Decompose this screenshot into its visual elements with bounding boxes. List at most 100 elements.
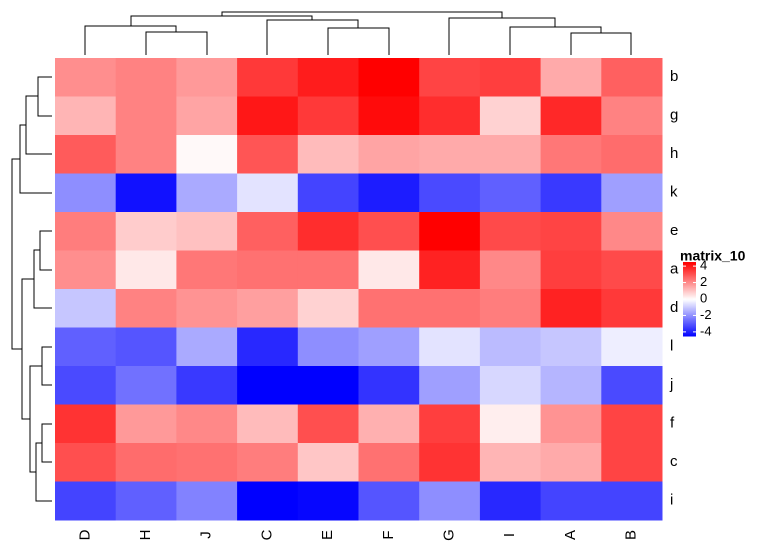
- cell: [55, 58, 117, 97]
- cell: [176, 173, 238, 213]
- cell: [358, 250, 420, 290]
- cell: [419, 366, 481, 405]
- cell: [479, 96, 542, 136]
- colorbar-segment: [683, 282, 696, 285]
- row-label: e: [670, 222, 678, 239]
- colorbar-segment: [683, 265, 696, 268]
- cell: [176, 289, 238, 328]
- cell: [176, 212, 238, 251]
- cell: [55, 173, 117, 213]
- cell: [176, 250, 238, 290]
- cell: [540, 135, 602, 174]
- cell: [237, 212, 299, 251]
- colorbar-segment: [683, 271, 696, 274]
- row-dendrogram: [11, 76, 52, 502]
- colorbar-segment: [683, 268, 696, 270]
- column-label: H: [137, 530, 154, 541]
- colorbar-segment: [683, 328, 696, 331]
- cell: [297, 289, 359, 328]
- cell: [419, 135, 481, 174]
- column-label: F: [380, 530, 397, 539]
- cell: [540, 173, 602, 213]
- colorbar-segment: [683, 269, 696, 272]
- cell: [55, 404, 117, 444]
- cell: [601, 173, 663, 213]
- row-label: h: [670, 145, 678, 162]
- colorbar-tick-label: -4: [700, 323, 712, 338]
- colorbar-segment: [683, 329, 696, 332]
- cell: [297, 173, 359, 213]
- cell: [540, 404, 602, 444]
- colorbar-segment: [683, 317, 696, 320]
- colorbar-segment: [683, 324, 696, 327]
- cell: [297, 404, 359, 444]
- cell: [601, 289, 663, 328]
- colorbar-segment: [683, 281, 696, 284]
- cell: [540, 366, 602, 405]
- cell: [55, 212, 117, 251]
- cell: [297, 96, 359, 136]
- colorbar-segment: [683, 297, 696, 300]
- cell: [237, 96, 299, 136]
- colorbar-segment: [683, 276, 696, 279]
- colorbar-segment: [683, 306, 696, 309]
- cell: [55, 96, 117, 136]
- cell: [115, 481, 177, 521]
- colorbar-segment: [683, 315, 696, 317]
- cell: [115, 443, 177, 482]
- cell: [176, 327, 238, 367]
- cell: [419, 96, 481, 136]
- cell: [297, 327, 359, 367]
- cell: [601, 135, 663, 174]
- cell: [176, 443, 238, 482]
- cell: [479, 404, 542, 444]
- cell: [55, 366, 117, 405]
- colorbar-segment: [683, 292, 696, 295]
- cell: [540, 481, 602, 521]
- cell: [540, 212, 602, 251]
- cell: [115, 250, 177, 290]
- colorbar-segment: [683, 334, 696, 337]
- cell: [601, 212, 663, 251]
- cell: [176, 366, 238, 405]
- cell: [297, 135, 359, 174]
- colorbar-segment: [683, 280, 696, 283]
- cell: [297, 443, 359, 482]
- cell: [237, 173, 299, 213]
- cell: [115, 404, 177, 444]
- colorbar-segment: [683, 266, 696, 269]
- cell: [479, 443, 542, 482]
- colorbar-segment: [683, 305, 696, 307]
- colorbar-segment: [683, 284, 696, 286]
- row-label: b: [670, 68, 678, 85]
- cell: [479, 250, 542, 290]
- colorbar-segment: [683, 291, 696, 294]
- cell: [115, 135, 177, 174]
- colorbar-segment: [683, 319, 696, 322]
- cell: [419, 443, 481, 482]
- colorbar-segment: [683, 323, 696, 326]
- cell: [419, 250, 481, 290]
- colorbar-tick-label: 0: [700, 290, 707, 305]
- column-label: B: [623, 530, 640, 540]
- colorbar-segment: [683, 264, 696, 267]
- colorbar-segment: [683, 286, 696, 289]
- colorbar-segment: [683, 307, 696, 310]
- cell: [237, 250, 299, 290]
- cell: [479, 481, 542, 521]
- cell: [358, 212, 420, 251]
- cell: [115, 327, 177, 367]
- cell: [601, 96, 663, 136]
- column-label: I: [501, 533, 518, 537]
- cell: [297, 366, 359, 405]
- colorbar-segment: [683, 316, 696, 318]
- colorbar-segment: [683, 300, 696, 302]
- colorbar-segment: [683, 310, 696, 312]
- cell: [358, 481, 420, 521]
- cell: [115, 58, 177, 97]
- row-label: j: [669, 376, 673, 393]
- column-label: J: [198, 531, 215, 539]
- cell: [419, 173, 481, 213]
